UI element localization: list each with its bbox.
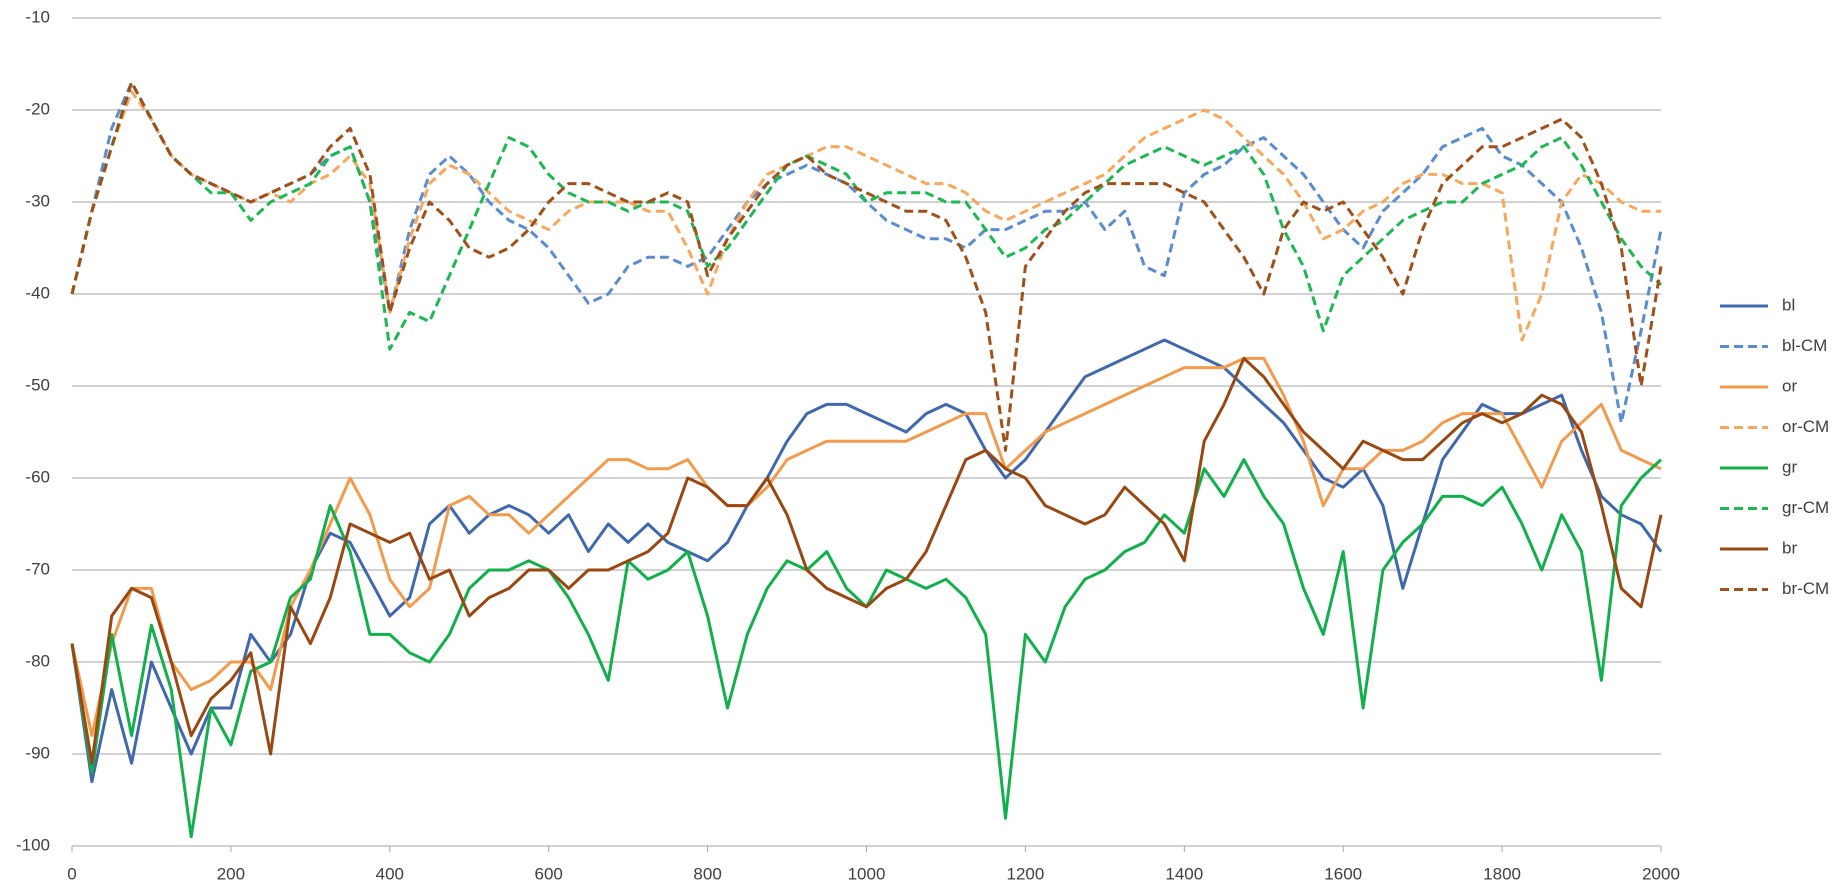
line-series [70, 80, 1663, 452]
x-tick-label: 200 [217, 864, 245, 883]
line-series [70, 356, 1662, 738]
x-tick-label: 600 [535, 864, 563, 883]
y-tick-label: -50 [25, 375, 50, 394]
y-tick-label: -80 [25, 651, 50, 670]
y-tick-label: -40 [25, 283, 50, 302]
legend-label: bl [1782, 295, 1795, 314]
y-tick-label: -60 [25, 467, 50, 486]
x-tick-label: 0 [67, 864, 76, 883]
y-tick-label: -100 [16, 835, 50, 854]
line-series [70, 80, 1663, 425]
x-tick-label: 1000 [848, 864, 886, 883]
x-tick-label: 1600 [1324, 864, 1362, 883]
legend-label: bl-CM [1782, 336, 1827, 355]
legend-label: gr [1782, 457, 1797, 476]
line-series [70, 80, 1663, 351]
y-tick-label: -10 [25, 7, 50, 26]
legend-label: br-CM [1782, 579, 1829, 598]
x-tick-label: 1200 [1006, 864, 1044, 883]
line-series [70, 90, 1661, 342]
x-tick-label: 800 [693, 864, 721, 883]
x-tick-label: 2000 [1642, 864, 1680, 883]
x-tick-label: 1400 [1165, 864, 1203, 883]
y-tick-label: -70 [25, 559, 50, 578]
x-tick-label: 1800 [1483, 864, 1521, 883]
legend-label: or-CM [1782, 417, 1829, 436]
line-series [70, 458, 1663, 839]
x-tick-label: 400 [376, 864, 404, 883]
legend-label: or [1782, 376, 1797, 395]
line-series [70, 356, 1663, 765]
y-tick-label: -90 [25, 743, 50, 762]
y-tick-label: -30 [25, 191, 50, 210]
line-series [70, 338, 1663, 784]
y-tick-label: -20 [25, 99, 50, 118]
legend-label: br [1782, 538, 1797, 557]
legend-label: gr-CM [1782, 498, 1829, 517]
